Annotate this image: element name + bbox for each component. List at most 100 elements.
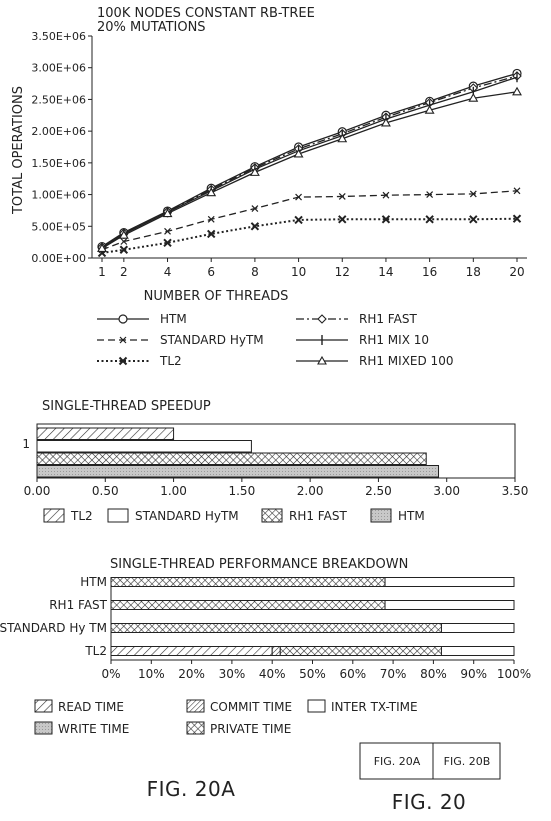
line-chart-legend: HTM STANDARD HyTM TL2 RH1 FAST RH1 MIX 10 RH1… <box>97 312 453 368</box>
x-tick-label: 1.00 <box>160 484 187 498</box>
x-tick-label: 60% <box>339 667 366 681</box>
series-line-tl2 <box>101 217 518 254</box>
x-tick-label: 4 <box>164 265 172 279</box>
legend-swatch-marker <box>118 314 128 324</box>
x-tick-label: 50% <box>299 667 326 681</box>
line-chart-subtitle: 20% MUTATIONS <box>97 20 206 35</box>
x-tick-label: 2 <box>120 265 128 279</box>
data-point-tl2 <box>512 214 522 223</box>
x-tick-label: 1.50 <box>228 484 255 498</box>
data-point-rh1-mixed-100 <box>468 93 479 102</box>
data-point-rh1-mixed-100 <box>512 86 522 96</box>
speedup-chart-legend: TL2 STANDARD HyTM RH1 FAST HTM <box>43 508 425 523</box>
legend-item-commit-time: COMMIT TIME <box>186 699 292 714</box>
bar-segment-inter-tx-time <box>384 600 515 610</box>
legend-swatch <box>34 721 53 735</box>
y-tick-label: 3.00E+06 <box>31 62 86 75</box>
figure-box-a: FIG. 20A <box>374 755 421 768</box>
legend-swatch-marker <box>317 314 327 324</box>
bar-rh1-fast <box>36 452 427 465</box>
speedup-chart-title: SINGLE-THREAD SPEEDUP <box>42 399 211 414</box>
legend-item-rh1-fast: RH1 FAST <box>296 312 417 326</box>
figure-caption-a: FIG. 20A <box>147 777 236 801</box>
data-point-tl2 <box>469 215 478 224</box>
x-tick-label: 30% <box>219 667 246 681</box>
bar-htm <box>36 465 440 478</box>
data-point-rh1-mixed-100 <box>118 230 129 239</box>
legend-label: RH1 FAST <box>359 312 417 326</box>
x-tick-label: 14 <box>378 265 393 279</box>
x-tick-label: 1 <box>98 265 106 279</box>
legend-item-rh1-mix-10: RH1 MIX 10 <box>296 333 429 347</box>
data-point-standard-hytm <box>469 190 477 198</box>
bar-segment-private-time <box>279 646 442 656</box>
legend-item-htm: HTM <box>370 508 425 523</box>
x-tick-label: 2.00 <box>297 484 324 498</box>
legend-label: INTER TX-TIME <box>331 700 418 714</box>
series-rh1-fast <box>97 71 522 252</box>
legend-swatch <box>186 721 205 735</box>
legend-swatch <box>261 508 283 523</box>
x-tick-label: 70% <box>380 667 407 681</box>
data-point-tl2 <box>163 238 172 247</box>
breakdown-chart: SINGLE-THREAD PERFORMANCE BREAKDOWN 0% 10… <box>0 557 531 736</box>
series-standard-hytm <box>98 187 521 254</box>
y-tick-label: 2.50E+06 <box>31 93 86 106</box>
y-tick-label: 2.00E+06 <box>31 125 86 138</box>
legend-label: PRIVATE TIME <box>210 722 291 736</box>
legend-label: RH1 FAST <box>289 509 347 523</box>
x-tick-label: 10 <box>291 265 306 279</box>
category-label: STANDARD Hy TM <box>0 621 107 635</box>
legend-item-write-time: WRITE TIME <box>34 721 129 736</box>
speedup-chart-plot: 0.00 0.50 1.00 1.50 2.00 2.50 3.00 3.50 1 <box>22 423 528 498</box>
series-line-htm <box>101 72 518 248</box>
data-point-rh1-mixed-100 <box>162 208 173 218</box>
legend-label: TL2 <box>70 509 93 523</box>
bar-segment-inter-tx-time <box>440 646 515 656</box>
legend-swatch-marker <box>317 355 327 365</box>
legend-item-htm: HTM <box>97 312 187 326</box>
legend-label: STANDARD HyTM <box>135 509 239 523</box>
y-tick-label: 5.00E+05 <box>31 220 86 233</box>
data-point-standard-hytm <box>382 191 390 199</box>
breakdown-chart-title: SINGLE-THREAD PERFORMANCE BREAKDOWN <box>110 557 408 572</box>
legend-swatch <box>34 699 53 713</box>
data-point-tl2 <box>250 222 260 231</box>
breakdown-chart-legend: READ TIME COMMIT TIME INTER TX-TIME WRITE T… <box>34 699 418 736</box>
legend-item-standard-hytm: STANDARD HyTM <box>107 508 239 523</box>
y-tick-label: 0.00E+00 <box>31 252 86 265</box>
data-point-rh1-mixed-100 <box>380 117 391 127</box>
category-label: HTM <box>80 575 107 589</box>
data-point-tl2 <box>294 215 303 225</box>
figure-index-box: FIG. 20A FIG. 20B <box>359 742 501 780</box>
data-point-standard-hytm <box>426 191 434 198</box>
legend-label: WRITE TIME <box>58 722 129 736</box>
series-line-rh1-fast <box>101 75 518 248</box>
bar-standard-hytm <box>36 440 252 453</box>
legend-item-inter-tx-time: INTER TX-TIME <box>307 699 418 714</box>
line-chart-x-label: NUMBER OF THREADS <box>144 289 289 304</box>
data-point-tl2 <box>425 215 434 224</box>
x-tick-label: 80% <box>420 667 447 681</box>
figure-box-b: FIG. 20B <box>444 755 491 768</box>
line-chart-axes: 0.00E+00 5.00E+05 1.00E+06 1.50E+06 2.00E+06… <box>31 30 527 279</box>
y-tick-label: 1.00E+06 <box>31 189 86 202</box>
data-point-tl2 <box>119 245 129 254</box>
legend-item-rh1-fast: RH1 FAST <box>261 508 347 523</box>
series-rh1-mix-10 <box>101 72 518 253</box>
legend-item-standard-hytm: STANDARD HyTM <box>97 333 264 347</box>
data-point-rh1-mixed-100 <box>249 167 260 176</box>
bar-segment-inter-tx-time <box>384 577 515 587</box>
data-point-rh1-mixed-100 <box>424 105 435 114</box>
data-point-tl2 <box>381 215 391 224</box>
x-tick-label: 100% <box>497 667 531 681</box>
x-tick-label: 12 <box>335 265 350 279</box>
x-tick-label: 0.50 <box>92 484 119 498</box>
x-tick-label: 20 <box>509 265 524 279</box>
category-label: RH1 FAST <box>49 598 107 612</box>
data-point-tl2 <box>207 229 216 239</box>
data-point-tl2 <box>338 215 347 224</box>
data-point-standard-hytm <box>164 227 171 235</box>
figure-caption: FIG. 20 <box>392 790 467 814</box>
x-tick-label: 0.00 <box>24 484 51 498</box>
